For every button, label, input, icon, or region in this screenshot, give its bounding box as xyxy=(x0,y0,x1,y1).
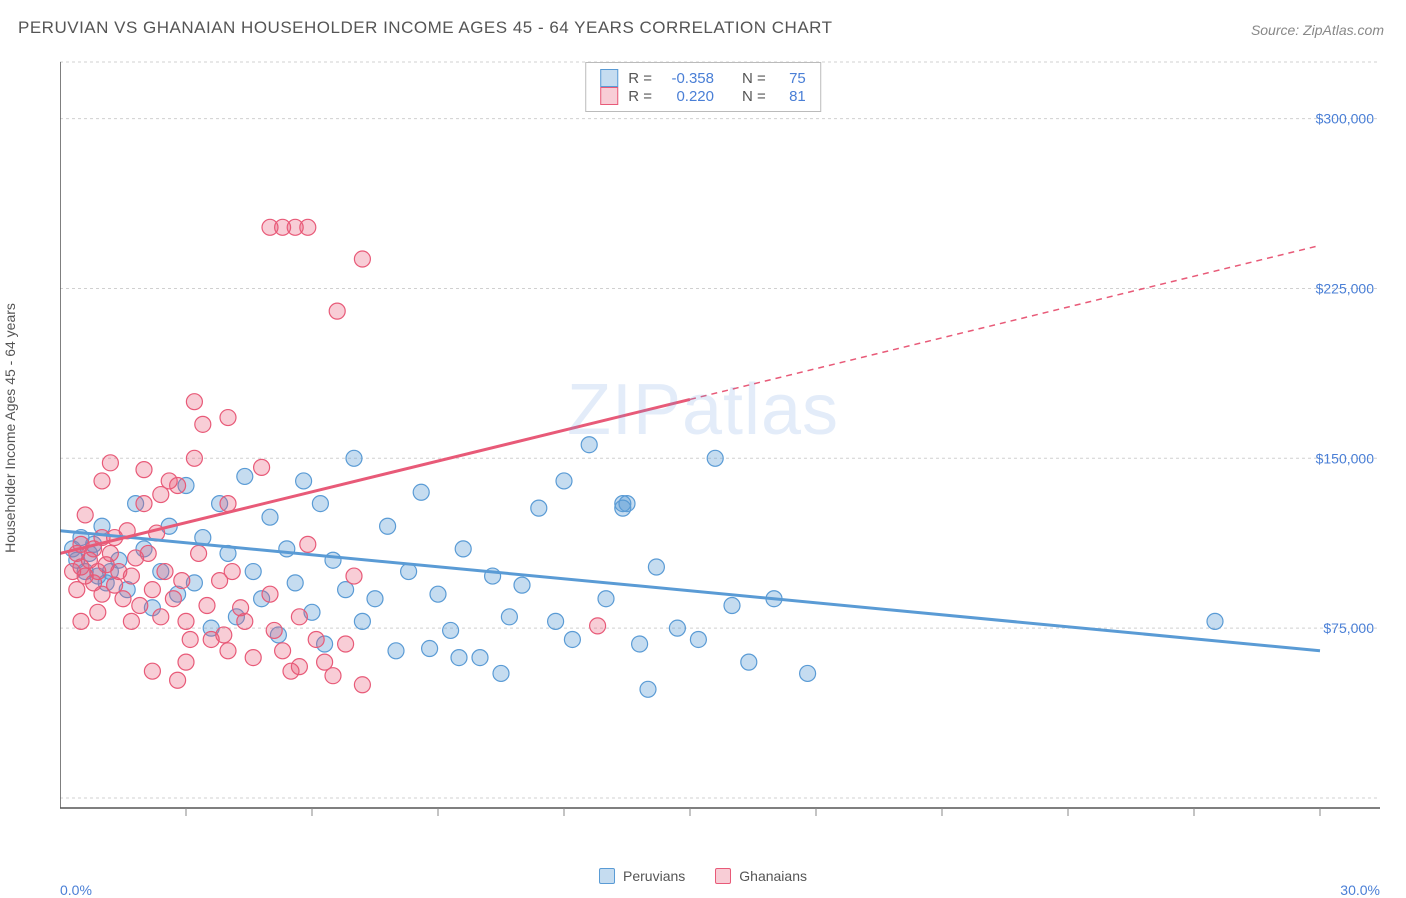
bottom-legend: Peruvians Ghanaians xyxy=(599,868,807,884)
n-value: 75 xyxy=(776,70,806,87)
chart-title: PERUVIAN VS GHANAIAN HOUSEHOLDER INCOME … xyxy=(18,18,833,38)
svg-text:$75,000: $75,000 xyxy=(1323,620,1374,636)
r-value: -0.358 xyxy=(662,70,714,87)
stat-swatch xyxy=(600,87,618,105)
x-axis-max: 30.0% xyxy=(1340,882,1380,898)
n-label: N = xyxy=(742,88,766,105)
y-axis-label: Householder Income Ages 45 - 64 years xyxy=(2,303,18,553)
stat-row: R = 0.220 N = 81 xyxy=(600,87,806,105)
legend-label: Peruvians xyxy=(623,868,685,884)
legend-item: Peruvians xyxy=(599,868,685,884)
scatter-chart: $75,000 $150,000 $225,000 $300,000 xyxy=(60,58,1380,828)
legend-label: Ghanaians xyxy=(739,868,807,884)
stat-swatch xyxy=(600,69,618,87)
n-value: 81 xyxy=(776,88,806,105)
svg-text:$150,000: $150,000 xyxy=(1316,450,1375,466)
x-axis-min: 0.0% xyxy=(60,882,92,898)
legend-swatch xyxy=(715,868,731,884)
r-label: R = xyxy=(628,70,652,87)
svg-text:$225,000: $225,000 xyxy=(1316,280,1375,296)
svg-text:$300,000: $300,000 xyxy=(1316,111,1375,127)
r-label: R = xyxy=(628,88,652,105)
r-value: 0.220 xyxy=(662,88,714,105)
legend-swatch xyxy=(599,868,615,884)
legend-item: Ghanaians xyxy=(715,868,807,884)
correlation-stats-box: R = -0.358 N = 75 R = 0.220 N = 81 xyxy=(585,62,821,112)
source-attribution: Source: ZipAtlas.com xyxy=(1251,22,1384,38)
n-label: N = xyxy=(742,70,766,87)
stat-row: R = -0.358 N = 75 xyxy=(600,69,806,87)
